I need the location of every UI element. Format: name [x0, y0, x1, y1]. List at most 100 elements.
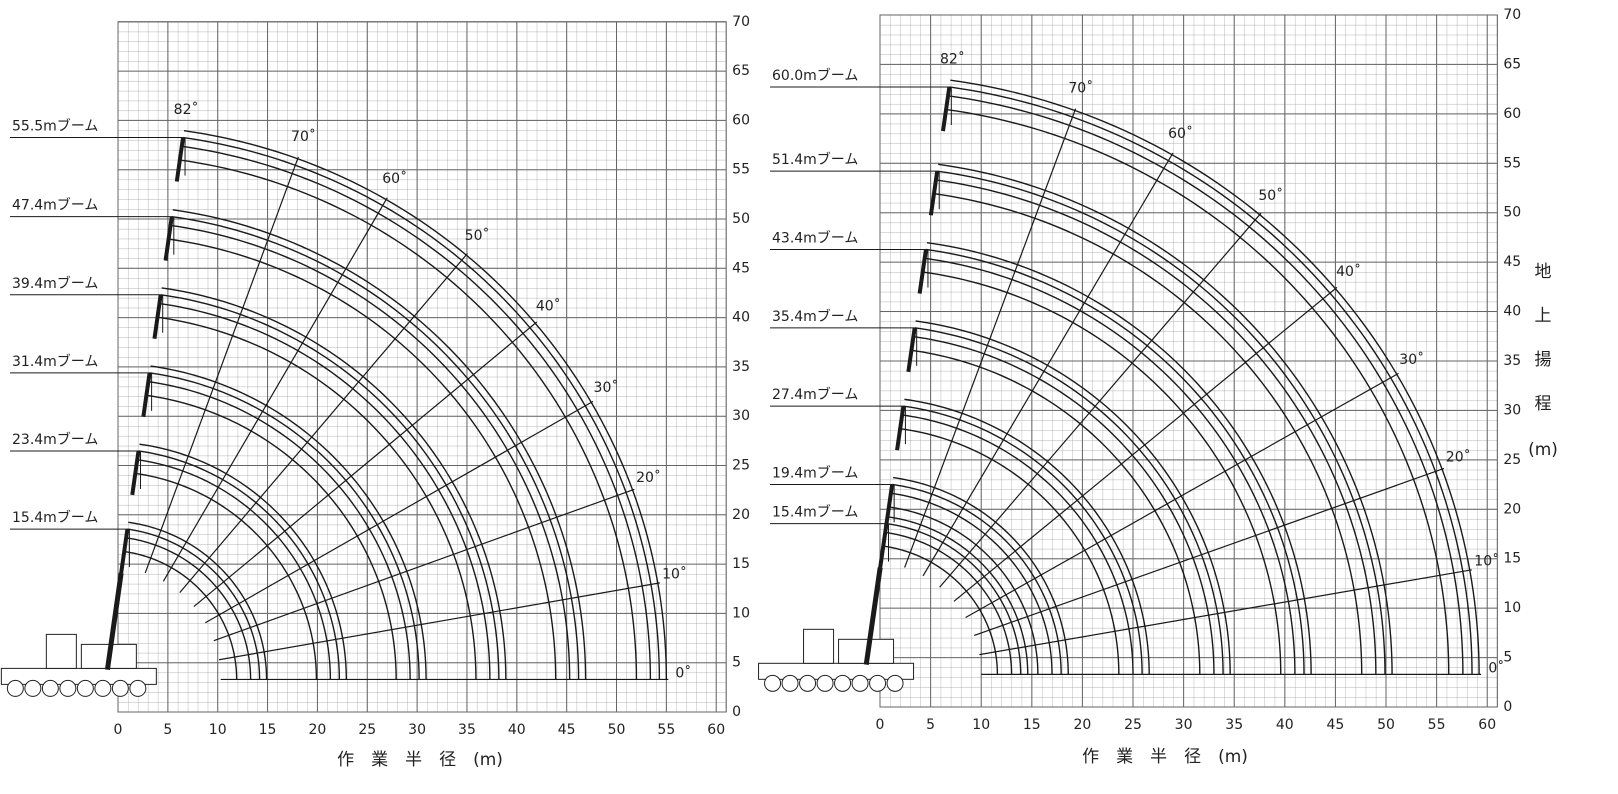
y-axis-label: 上 [1535, 306, 1552, 326]
angle-label: 40˚ [536, 297, 561, 314]
angle-line [144, 156, 299, 574]
x-tick-label: 35 [1225, 717, 1243, 733]
x-tick-label: 40 [1276, 717, 1294, 733]
working-arc [170, 224, 571, 680]
angle-label: 70˚ [291, 128, 316, 145]
crane-cab [803, 628, 835, 664]
wheel [834, 674, 852, 692]
working-arc [181, 145, 652, 680]
x-tick-label: 20 [1073, 717, 1091, 733]
y-tick-label: 60 [732, 112, 750, 128]
working-arc [161, 287, 507, 680]
angle-line [904, 108, 1077, 568]
x-tick-label: 55 [657, 722, 675, 738]
x-tick-label: 60 [1478, 717, 1496, 733]
angle-line [953, 286, 1338, 602]
y-tick-label: 15 [1503, 551, 1521, 567]
working-arc [128, 521, 268, 680]
angle-label: 20˚ [636, 469, 661, 486]
working-arc [926, 241, 1312, 675]
y-tick-label: 20 [1503, 501, 1521, 517]
y-tick-label: 35 [1503, 353, 1521, 369]
x-tick-label: 0 [876, 717, 885, 733]
x-tick-label: 0 [114, 722, 123, 738]
angle-line [205, 400, 594, 624]
boom-label: 23.4mブーム [12, 431, 98, 448]
x-tick-label: 50 [1377, 717, 1395, 733]
wheel [816, 674, 834, 692]
working-arc [914, 327, 1224, 675]
y-axis-label: 程 [1535, 394, 1552, 414]
working-arc [124, 550, 238, 680]
angle-label: 60˚ [382, 170, 407, 187]
boom-label: 35.4mブーム [772, 308, 858, 325]
y-tick-label: 65 [732, 63, 750, 79]
boom-label: 31.4mブーム [12, 353, 98, 370]
working-arc [935, 179, 1377, 675]
x-tick-label: 55 [1428, 717, 1446, 733]
y-tick-label: 10 [1503, 600, 1521, 616]
angle-line [973, 467, 1445, 637]
working-arc [938, 163, 1393, 675]
x-tick-label: 35 [458, 722, 476, 738]
boom [878, 523, 889, 568]
working-arc [915, 320, 1231, 675]
boom [152, 294, 163, 339]
y-tick-label: 25 [1503, 452, 1521, 468]
angle-label: 0˚ [675, 664, 691, 681]
y-tick-label: 30 [732, 408, 750, 424]
wheel [799, 674, 817, 692]
working-arc [887, 516, 1029, 675]
working-arc [183, 130, 668, 680]
wheel [6, 679, 24, 697]
boom [906, 327, 917, 373]
working-arc [913, 335, 1215, 675]
boom-label: 27.4mブーム [772, 386, 858, 403]
working-arc [949, 86, 1473, 675]
working-arc [945, 108, 1450, 675]
working-arc [172, 209, 587, 680]
angle-label: 10˚ [662, 565, 687, 582]
working-arc [126, 537, 252, 680]
x-tick-label: 30 [408, 722, 426, 738]
wheel [24, 679, 42, 697]
y-tick-label: 60 [1503, 106, 1521, 122]
y-axis-label: (m) [1528, 440, 1558, 460]
angle-label: 70˚ [1068, 80, 1093, 97]
x-tick-label: 10 [209, 722, 227, 738]
wheel [111, 679, 129, 697]
working-arc [892, 483, 1062, 675]
angle-label: 0˚ [1488, 659, 1504, 676]
boom [174, 137, 186, 182]
x-tick-label: 45 [558, 722, 576, 738]
angle-line [162, 197, 388, 582]
boom-label: 47.4mブーム [12, 197, 98, 214]
working-arc [903, 405, 1143, 675]
x-tick-label: 5 [926, 717, 935, 733]
y-tick-label: 30 [1503, 402, 1521, 418]
x-tick-label: 25 [1124, 717, 1142, 733]
angle-label: 30˚ [594, 379, 619, 396]
angle-label: 10˚ [1474, 552, 1499, 569]
angle-line [218, 582, 660, 661]
working-arc [160, 294, 500, 680]
crane-cab [45, 633, 77, 669]
angle-line [939, 212, 1262, 588]
working-arc [900, 427, 1120, 675]
angle-label: 20˚ [1446, 448, 1471, 465]
angle-label: 82˚ [174, 101, 199, 118]
y-tick-label: 45 [1503, 254, 1521, 270]
boom-label: 51.4mブーム [772, 151, 858, 168]
y-tick-label: 40 [732, 310, 750, 326]
working-arc [937, 170, 1386, 675]
boom-label: 55.5mブーム [12, 118, 98, 135]
boom-label: 39.4mブーム [12, 275, 98, 292]
working-arc [150, 365, 427, 680]
boom-label: 15.4mブーム [12, 509, 98, 526]
y-tick-label: 25 [732, 458, 750, 474]
y-tick-label: 55 [732, 162, 750, 178]
y-tick-label: 5 [732, 655, 741, 671]
y-tick-label: 20 [732, 507, 750, 523]
angle-label: 50˚ [465, 227, 490, 244]
